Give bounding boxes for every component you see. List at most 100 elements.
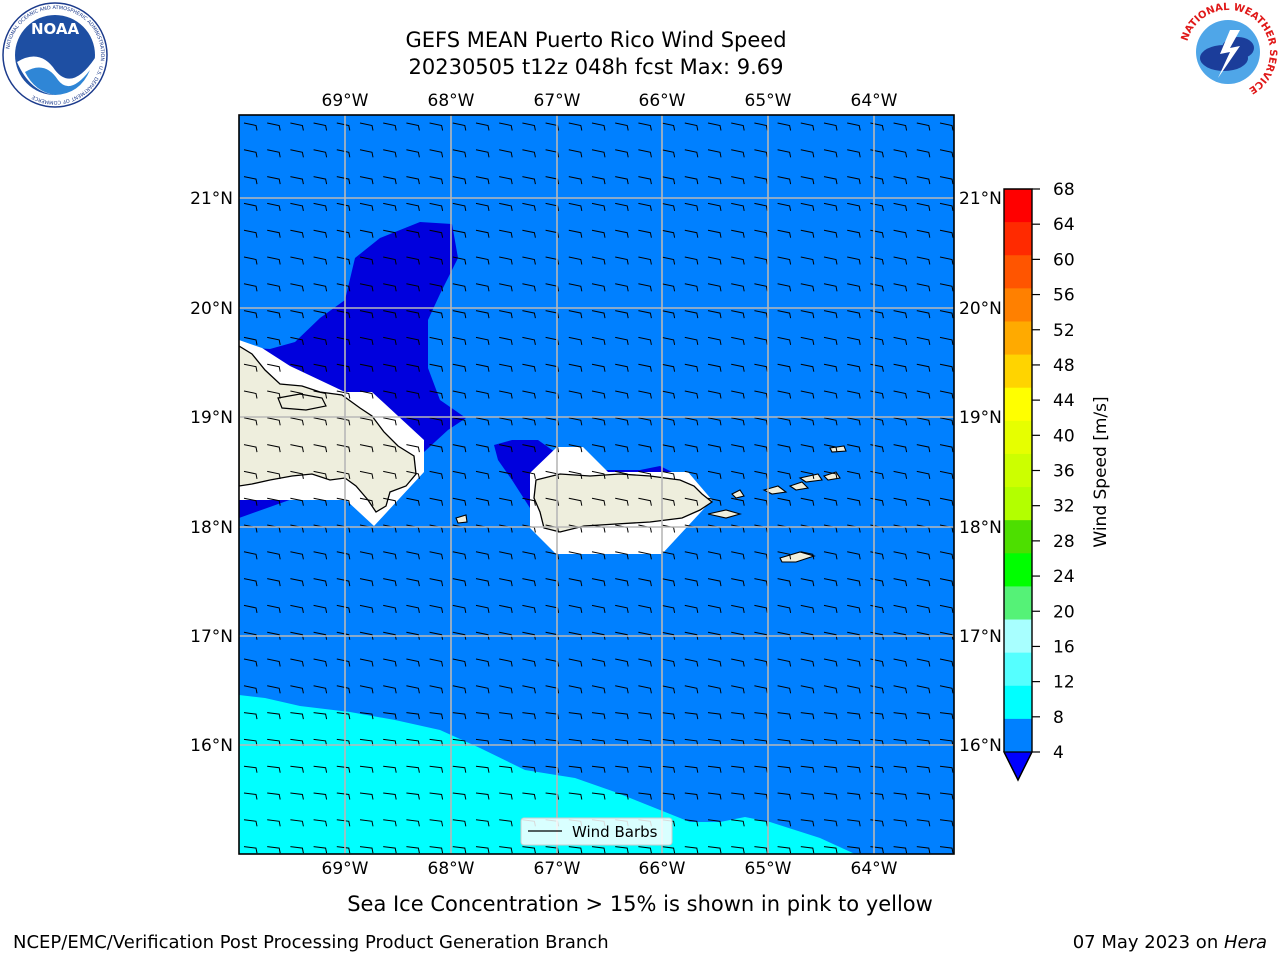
wind-barb	[754, 363, 768, 372]
wind-barb	[661, 363, 676, 372]
wind-barb	[661, 149, 676, 158]
wind-barb	[939, 336, 954, 345]
wind-barb	[336, 551, 351, 560]
wind-barb	[939, 765, 954, 773]
sea-ice-caption: Sea Ice Concentration > 15% is shown in …	[347, 892, 933, 916]
wind-barb	[893, 336, 908, 345]
wind-barb	[406, 417, 420, 426]
wind-barb	[452, 765, 467, 773]
wind-barb	[800, 283, 815, 292]
wind-barb	[475, 176, 490, 185]
wind-barb	[638, 497, 652, 506]
wind-barb	[243, 202, 258, 211]
wind-barb	[916, 283, 931, 292]
wind-barb	[429, 712, 444, 720]
wind-barb	[777, 336, 792, 345]
wind-barb	[754, 336, 768, 345]
wind-barb	[243, 470, 258, 479]
wind-barb	[429, 229, 444, 238]
wind-barb	[661, 712, 676, 720]
lon-label: 66°W	[639, 91, 686, 111]
wind-barb	[823, 712, 838, 720]
lon-label: 65°W	[745, 859, 792, 879]
wind-barb	[916, 390, 931, 399]
wind-barb	[568, 149, 583, 158]
colorbar-tick-label: 28	[1053, 532, 1075, 552]
wind-barb	[916, 604, 931, 613]
wind-barb	[847, 497, 861, 506]
wind-barb	[406, 470, 420, 479]
wind-barb	[893, 122, 908, 131]
wind-barb	[406, 765, 420, 773]
wind-barb	[243, 417, 258, 426]
wind-barb	[475, 390, 490, 399]
wind-barb	[267, 229, 281, 238]
wind-barb	[591, 122, 606, 131]
wind-barb	[707, 604, 722, 613]
wind-barb	[684, 819, 699, 827]
wind-barb	[522, 604, 536, 613]
wind-barb	[290, 363, 304, 372]
wind-barb	[638, 149, 652, 158]
wind-barb	[684, 417, 699, 426]
colorbar-segment	[1004, 520, 1032, 554]
wind-barb	[754, 176, 768, 185]
wind-barb	[452, 310, 467, 319]
wind-barb	[707, 685, 722, 694]
wind-barb	[267, 202, 281, 211]
wind-barb	[522, 202, 536, 211]
wind-barb	[847, 604, 861, 613]
wind-barb	[638, 685, 652, 694]
lon-label: 67°W	[534, 91, 581, 111]
wind-barb	[754, 256, 768, 265]
wind-barb	[916, 551, 931, 560]
wind-barb	[754, 765, 768, 773]
wind-barb	[290, 765, 304, 773]
wind-barb	[499, 122, 513, 131]
wind-barb	[336, 122, 351, 131]
wind-barb	[383, 229, 397, 238]
colorbar-segment	[1004, 387, 1032, 422]
wind-barb	[591, 578, 606, 587]
wind-barb	[359, 819, 374, 827]
lat-label: 19°N	[959, 408, 1002, 428]
wind-barb	[847, 202, 861, 211]
wind-barb	[383, 444, 397, 453]
wind-barb	[893, 631, 908, 640]
wind-barb	[359, 229, 374, 238]
wind-barb	[406, 792, 420, 800]
lat-label: 20°N	[959, 299, 1002, 319]
wind-barb	[267, 497, 281, 506]
wind-barb	[336, 444, 351, 453]
wind-barb	[916, 765, 931, 773]
wind-barb	[707, 444, 722, 453]
lon-label: 64°W	[851, 859, 898, 879]
wind-barb	[406, 336, 420, 345]
wind-barb	[267, 417, 281, 426]
wind-barb	[359, 202, 374, 211]
wind-barb	[336, 792, 351, 800]
wind-barb	[568, 444, 583, 453]
st-john-island	[788, 481, 810, 491]
wind-barb	[452, 444, 467, 453]
wind-barb	[847, 310, 861, 319]
wind-barb	[893, 712, 908, 720]
wind-barb	[336, 765, 351, 773]
wind-barb	[499, 765, 513, 773]
colorbar-outline	[1003, 188, 1033, 782]
wind-barb	[615, 310, 629, 319]
wind-barb	[336, 578, 351, 587]
wind-barb	[499, 336, 513, 345]
wind-barb	[847, 578, 861, 587]
wind-barb	[452, 363, 467, 372]
vieques-island	[707, 509, 743, 519]
wind-barb	[359, 390, 374, 399]
wind-barb	[475, 470, 490, 479]
wind-barb	[452, 176, 467, 185]
wind-barb	[568, 336, 583, 345]
wind-barb	[800, 497, 815, 506]
wind-barb	[916, 712, 931, 720]
wind-barb	[290, 578, 304, 587]
wind-barb	[823, 256, 838, 265]
